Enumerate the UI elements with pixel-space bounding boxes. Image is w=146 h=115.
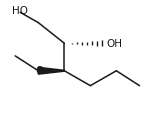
- Polygon shape: [38, 68, 64, 75]
- Text: HO: HO: [12, 6, 28, 16]
- Text: O: O: [35, 66, 43, 76]
- Text: OH: OH: [106, 39, 122, 49]
